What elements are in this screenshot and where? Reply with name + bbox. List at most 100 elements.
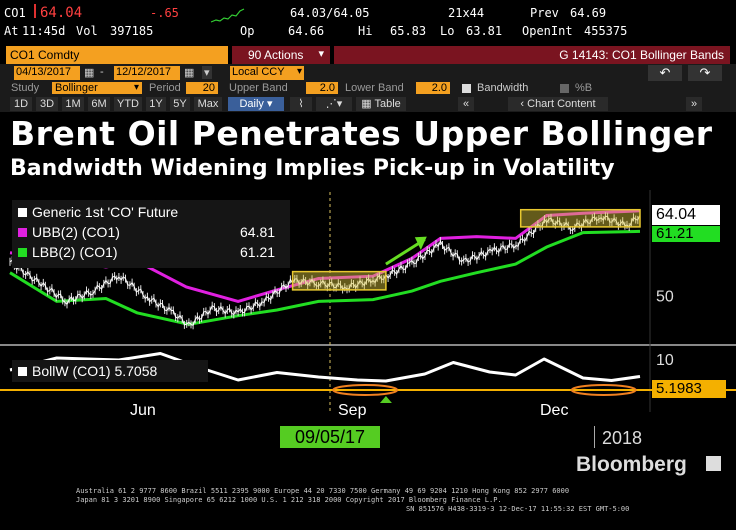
legend-item-price: Generic 1st 'CO' Future <box>18 204 178 220</box>
end-date: 12/12/2017 <box>116 66 172 78</box>
down-tick-icon <box>34 4 36 18</box>
footer-line3: SN 851576 H438-3319-3 12-Dec-17 11:55:32… <box>406 505 630 513</box>
range-max[interactable]: Max <box>194 97 222 111</box>
legend-label: LBB(2) (CO1) <box>32 244 118 260</box>
price-series <box>9 211 641 330</box>
calendar-icon[interactable]: ▦ <box>84 67 95 79</box>
actions-menu[interactable]: 90 Actions ▾ <box>232 46 330 64</box>
bandwidth-checkbox[interactable] <box>462 84 471 93</box>
ticker: CO1 <box>4 6 26 20</box>
security-name: CO1 Comdty <box>10 48 80 62</box>
prev-label: Prev <box>530 6 559 20</box>
footer-line1: Australia 61 2 9777 8600 Brazil 5511 239… <box>76 487 570 495</box>
security-field[interactable]: CO1 Comdty <box>6 46 228 64</box>
legend-label: UBB(2) (CO1) <box>32 224 120 240</box>
table-label: Table <box>374 98 401 110</box>
expand-icon[interactable]: » <box>686 97 702 111</box>
chart-type-icon[interactable]: ⋰▾ <box>316 97 352 111</box>
legend-value-lbb: 61.21 <box>240 244 276 260</box>
lbb-last-tag: 61.21 <box>652 226 720 242</box>
bollinger-chart: 50 10 <box>0 190 736 412</box>
currency-select[interactable]: Local CCY ▾ <box>230 66 304 80</box>
bandwidth-label: Bandwidth <box>477 82 529 94</box>
chevron-left-icon: ‹ <box>520 98 528 110</box>
intraday-sparkline <box>210 8 245 23</box>
collapse-icon[interactable]: « <box>458 97 474 111</box>
range-6m[interactable]: 6M <box>88 97 110 111</box>
last-price: 64.04 <box>40 5 83 21</box>
prev-value: 64.69 <box>570 6 607 20</box>
y-tick-10: 10 <box>656 352 674 369</box>
x-label-dec: Dec <box>540 402 569 419</box>
x-label-year: 2018 <box>602 428 643 448</box>
chevron-down-icon: ▾ <box>296 66 302 77</box>
y-ticks: 50 10 <box>656 289 674 369</box>
bid-ask-size: 21x44 <box>448 6 485 20</box>
function-title-bar: G 14143: CO1 Bollinger Bands <box>334 46 730 64</box>
event-marker-triangle <box>379 396 392 403</box>
headline-title: Brent Oil Penetrates Upper Bollinger <box>10 114 713 153</box>
study-bar <box>0 82 736 96</box>
study-value: Bollinger <box>55 82 98 94</box>
frequency-value: Daily <box>239 98 264 110</box>
range-3d[interactable]: 3D <box>36 97 58 111</box>
study-select[interactable]: Bollinger ▾ <box>52 82 142 94</box>
chevron-down-icon: ▾ <box>318 48 324 60</box>
open-value: 64.66 <box>288 24 325 38</box>
footer-line2: Japan 81 3 3201 8900 Singapore 65 6212 1… <box>76 496 502 504</box>
lower-band-label: Lower Band <box>345 82 404 94</box>
legend: Generic 1st 'CO' Future UBB(2) (CO1) 64.… <box>12 200 290 268</box>
undo-icon[interactable]: ↶ <box>648 65 682 81</box>
bloomberg-logo: Bloomberg <box>576 453 687 476</box>
upper-band-field[interactable]: 2.0 <box>306 82 338 94</box>
range-ytd[interactable]: YTD <box>114 97 142 111</box>
table-button[interactable]: ▦ Table <box>356 97 406 111</box>
consolidation-box-1 <box>291 270 387 291</box>
low-value: 63.81 <box>466 24 503 38</box>
year-divider <box>594 426 595 448</box>
calendar-icon[interactable]: ▦ <box>184 67 195 79</box>
x-label-jun: Jun <box>130 402 156 419</box>
range-1m[interactable]: 1M <box>62 97 84 111</box>
chart-content-button[interactable]: ‹ Chart Content <box>508 97 608 111</box>
lower-band-line <box>9 229 641 326</box>
consolidation-box-2 <box>519 208 641 228</box>
openint-value: 455375 <box>584 24 628 38</box>
range-5y[interactable]: 5Y <box>170 97 190 111</box>
bandwidth-line <box>9 352 641 383</box>
actions-label: 90 Actions <box>248 48 304 62</box>
high-label: Hi <box>358 24 373 38</box>
price-line <box>9 214 641 326</box>
redo-icon[interactable]: ↷ <box>688 65 722 81</box>
low-label: Lo <box>440 24 455 38</box>
frequency-select[interactable]: Daily ▾ <box>228 97 284 111</box>
bandwidth-legend: BollW (CO1) 5.7058 <box>12 360 208 382</box>
vol-value: 397185 <box>110 24 154 38</box>
lower-band-value: 2.0 <box>431 82 447 94</box>
end-date-field[interactable]: 12/12/2017 <box>114 66 180 80</box>
pctb-checkbox[interactable] <box>560 84 569 93</box>
legend-item-lbb: LBB(2) (CO1) <box>18 244 118 260</box>
legend-label: BollW (CO1) <box>32 363 111 379</box>
bandwidth-series <box>0 352 736 403</box>
period-field[interactable]: 20 <box>186 82 218 94</box>
chevron-down-icon: ▾ <box>133 82 139 93</box>
line-chart-icon[interactable]: ⌇ <box>290 97 312 111</box>
range-1y[interactable]: 1Y <box>146 97 166 111</box>
chevron-down-icon: ▾ <box>263 98 273 110</box>
start-date-field[interactable]: 04/13/2017 <box>14 66 80 80</box>
period-chevron-icon[interactable]: ▾ <box>202 66 212 79</box>
currency-value: Local CCY <box>232 66 285 78</box>
vol-label: Vol <box>76 24 98 38</box>
lower-band-field[interactable]: 2.0 <box>416 82 450 94</box>
legend-label: Generic 1st 'CO' Future <box>32 204 179 220</box>
x-label-sep: Sep <box>338 402 367 419</box>
table-icon: ▦ <box>361 98 375 110</box>
legend-swatch <box>18 228 27 237</box>
start-date: 04/13/2017 <box>16 66 72 78</box>
range-1d[interactable]: 1D <box>10 97 32 111</box>
period-value: 20 <box>202 82 215 94</box>
function-title: G 14143: CO1 Bollinger Bands <box>559 48 724 62</box>
pctb-label: %B <box>575 82 593 94</box>
legend-swatch <box>18 248 27 257</box>
